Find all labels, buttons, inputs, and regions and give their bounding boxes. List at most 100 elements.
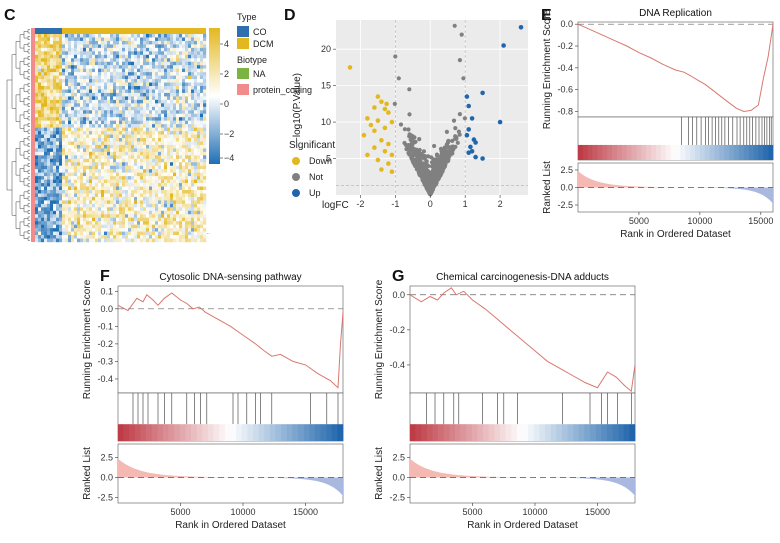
- heatmap-cell: [158, 47, 162, 52]
- heatmap-cell: [176, 179, 180, 184]
- volcano-point-not: [438, 173, 443, 178]
- heatmap-cell: [50, 72, 54, 76]
- heatmap-cell: [95, 210, 99, 215]
- heatmap-corner-mark: ..: [207, 230, 210, 236]
- heatmap-cell: [191, 214, 195, 218]
- heatmap-cell: [62, 148, 66, 153]
- heatmap-cell: [200, 138, 204, 142]
- heatmap-cell: [173, 183, 177, 187]
- heatmap-cell: [143, 193, 147, 198]
- heatmap-cell: [77, 238, 81, 243]
- heatmap-cell: [41, 37, 45, 42]
- heatmap-cell: [158, 183, 162, 187]
- heatmap-cell: [83, 131, 87, 135]
- heatmap-cell: [200, 106, 204, 111]
- heatmap-cell: [98, 158, 102, 163]
- heatmap-cell: [167, 176, 171, 180]
- heatmap-cell: [125, 120, 129, 125]
- heatmap-cell: [170, 120, 174, 125]
- dendrogram-branch: [27, 56, 30, 61]
- heatmap-cell: [164, 37, 168, 42]
- heatmap-cell: [101, 207, 105, 211]
- heatmap-cell: [107, 214, 111, 218]
- heatmap-cell: [80, 228, 84, 232]
- heatmap-cell: [194, 165, 198, 170]
- volcano-point-not: [439, 148, 444, 154]
- heatmap-cell: [89, 89, 93, 94]
- heatmap-cell: [131, 82, 135, 87]
- heatmap-cell: [47, 224, 51, 229]
- heatmap-cell: [185, 134, 189, 139]
- heatmap-cell: [56, 134, 60, 139]
- heatmap-cell: [164, 141, 168, 146]
- heatmap-cell: [83, 82, 87, 87]
- heatmap-cell: [140, 113, 144, 118]
- heatmap-cell: [116, 193, 120, 198]
- heatmap-cell: [158, 151, 162, 156]
- heatmap-cell: [203, 176, 207, 180]
- heatmap-cell: [53, 75, 57, 80]
- heatmap-cell: [134, 117, 138, 121]
- heatmap-cell: [173, 44, 177, 49]
- rank-color-strip: [432, 424, 439, 441]
- heatmap-cell: [194, 148, 198, 153]
- heatmap-cell: [137, 127, 141, 132]
- heatmap-cell: [170, 75, 174, 80]
- heatmap-cell: [149, 92, 153, 97]
- heatmap-cell: [167, 79, 171, 83]
- heatmap-cell: [203, 200, 207, 205]
- heatmap-cell: [44, 207, 48, 211]
- heatmap-cell: [185, 47, 189, 52]
- heatmap-cell: [185, 190, 189, 194]
- heatmap-cell: [119, 96, 123, 101]
- heatmap-cell: [95, 110, 99, 114]
- heatmap-cell: [107, 51, 111, 55]
- heatmap-cell: [140, 79, 144, 83]
- heatmap-cell: [119, 207, 123, 211]
- heatmap-cell: [146, 131, 150, 135]
- heatmap-cell: [131, 231, 135, 236]
- heatmap-cell: [122, 176, 126, 180]
- heatmap-cell: [128, 117, 132, 121]
- heatmap-cell: [98, 65, 102, 69]
- rank-color-strip: [163, 424, 169, 441]
- heatmap-cell: [104, 183, 108, 187]
- heatmap-cell: [200, 92, 204, 97]
- heatmap-cell: [119, 89, 123, 94]
- heatmap-cell: [41, 169, 45, 173]
- heatmap-cell: [104, 110, 108, 114]
- score-y-tick-label: -0.2: [389, 325, 405, 335]
- heatmap-cell: [203, 221, 207, 225]
- heatmap-cell: [143, 99, 147, 104]
- heatmap-cell: [128, 44, 132, 49]
- heatmap-cell: [155, 58, 159, 62]
- heatmap-cell: [146, 176, 150, 180]
- heatmap-cell: [101, 221, 105, 225]
- heatmap-cell: [53, 117, 57, 121]
- heatmap-cell: [53, 217, 57, 222]
- heatmap-cell: [167, 228, 171, 232]
- heatmap-cell: [92, 183, 96, 187]
- heatmap-cell: [35, 196, 39, 201]
- heatmap-cell: [50, 207, 54, 211]
- heatmap-cell: [44, 238, 48, 243]
- heatmap-cell: [191, 183, 195, 187]
- heatmap-cell: [197, 238, 201, 243]
- heatmap-cell: [104, 82, 108, 87]
- heatmap-cell: [89, 131, 93, 135]
- heatmap-cell: [74, 103, 78, 107]
- heatmap-cell: [158, 110, 162, 114]
- heatmap-cell: [164, 179, 168, 184]
- heatmap-cell: [137, 231, 141, 236]
- heatmap-cell: [167, 165, 171, 170]
- heatmap-cell: [170, 158, 174, 163]
- heatmap-cell: [68, 79, 72, 83]
- heatmap-cell: [128, 183, 132, 187]
- heatmap-cell: [191, 186, 195, 191]
- heatmap-cell: [173, 134, 177, 139]
- heatmap-cell: [191, 144, 195, 149]
- heatmap-cell: [41, 138, 45, 142]
- heatmap-cell: [83, 238, 87, 243]
- gsea-x-label: Rank in Ordered Dataset: [620, 229, 731, 240]
- heatmap-cell: [92, 144, 96, 149]
